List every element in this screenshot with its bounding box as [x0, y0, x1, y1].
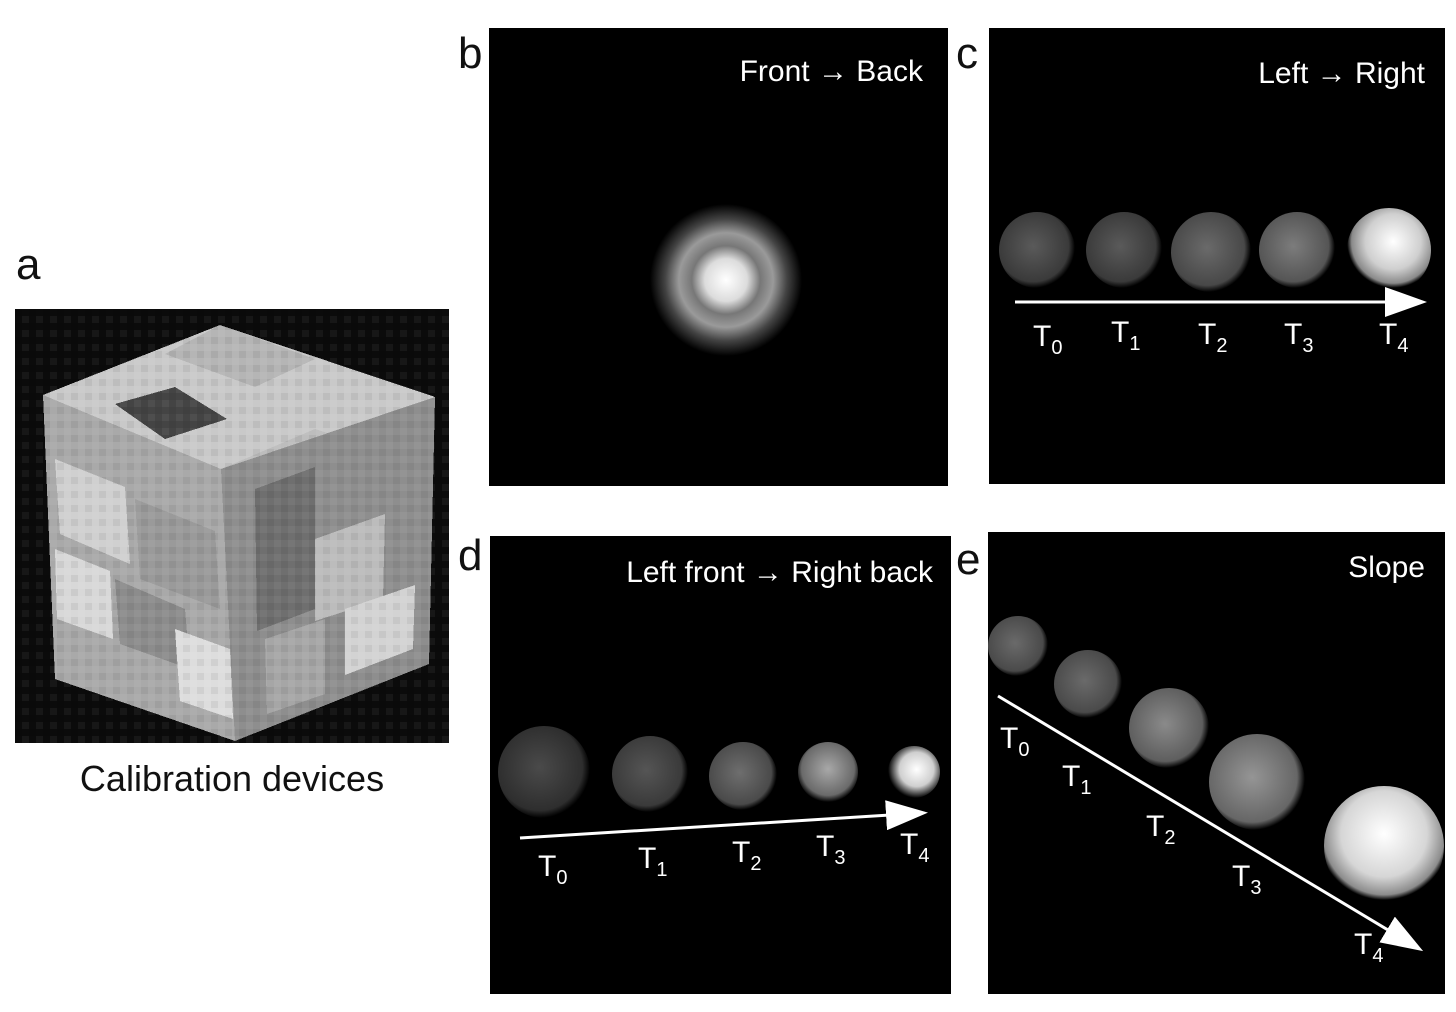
panel-e-sphere-2: [1129, 688, 1209, 768]
calibration-cube-image: [15, 309, 449, 743]
panel-e-label-2: T2: [1146, 810, 1175, 849]
panel-b-image: Front → Back: [489, 28, 948, 486]
panel-c-label-0: T0: [1033, 320, 1062, 359]
panel-a-letter: a: [16, 240, 41, 289]
panel-e-label-1: T1: [1062, 760, 1091, 799]
panel-c-label-3: T3: [1284, 318, 1313, 357]
panel-a-caption: Calibration devices: [79, 758, 385, 799]
panel-d-svg: Left front → Right back T0 T1 T2 T3 T4: [498, 556, 940, 889]
panel-e-label-0: T0: [1000, 722, 1029, 761]
panel-e-svg: Slope T0 T1 T2 T3 T4: [988, 551, 1444, 967]
panel-c-sphere-4: [1347, 208, 1431, 292]
panel-d-label-2: T2: [732, 836, 761, 875]
panel-c-label-1: T1: [1111, 316, 1140, 355]
panel-b-sphere: [650, 204, 802, 356]
panel-a-image: [15, 309, 449, 743]
panel-d-letter: d: [458, 531, 483, 580]
panel-d-label-1: T1: [638, 842, 667, 881]
panel-e-label-3: T3: [1232, 860, 1261, 899]
panel-d-label-0: T0: [538, 850, 567, 889]
panel-e-sphere-1: [1054, 650, 1122, 718]
panel-c-sphere-0: [999, 212, 1075, 288]
panel-c-letter: c: [956, 29, 978, 78]
panel-e-image: Slope T0 T1 T2 T3 T4: [988, 532, 1445, 994]
panel-e-letter: e: [956, 535, 981, 584]
panel-d-sphere-2: [709, 742, 777, 810]
panel-d-label-3: T3: [816, 830, 845, 869]
panel-d-label-4: T4: [900, 828, 929, 867]
panel-c-sphere-3: [1259, 212, 1335, 288]
panel-d-title: Left front → Right back: [626, 556, 934, 589]
panel-c-label-4: T4: [1379, 318, 1408, 357]
panel-d-image: Left front → Right back T0 T1 T2 T3 T4: [490, 536, 951, 994]
panel-c-label-2: T2: [1198, 318, 1227, 357]
panel-c-sphere-1: [1086, 212, 1162, 288]
panel-e-sphere-3: [1209, 734, 1305, 830]
panel-d-arrow: [519, 800, 928, 840]
panel-e-title: Slope: [1348, 551, 1425, 584]
panel-e-sphere-4: [1324, 786, 1444, 906]
panel-b-letter: b: [458, 29, 483, 78]
panel-d-sphere-0: [498, 726, 590, 818]
panel-c-title: Left → Right: [1258, 57, 1425, 90]
panel-e-label-4: T4: [1354, 928, 1383, 967]
panel-b-svg: Front → Back: [650, 55, 924, 356]
panel-e-sphere-0: [988, 616, 1048, 676]
panel-e-arrow: [997, 694, 1424, 952]
panel-d-sphere-3: [798, 742, 858, 802]
panel-c-svg: Left → Right T0 T1 T2 T3 T4: [999, 57, 1431, 359]
panel-d-sphere-1: [612, 736, 688, 812]
panel-d-sphere-4: [888, 746, 940, 798]
panel-c-image: Left → Right T0 T1 T2 T3 T4: [989, 28, 1445, 484]
panel-c-sphere-2: [1171, 212, 1251, 292]
panel-b-title: Front → Back: [740, 55, 924, 88]
